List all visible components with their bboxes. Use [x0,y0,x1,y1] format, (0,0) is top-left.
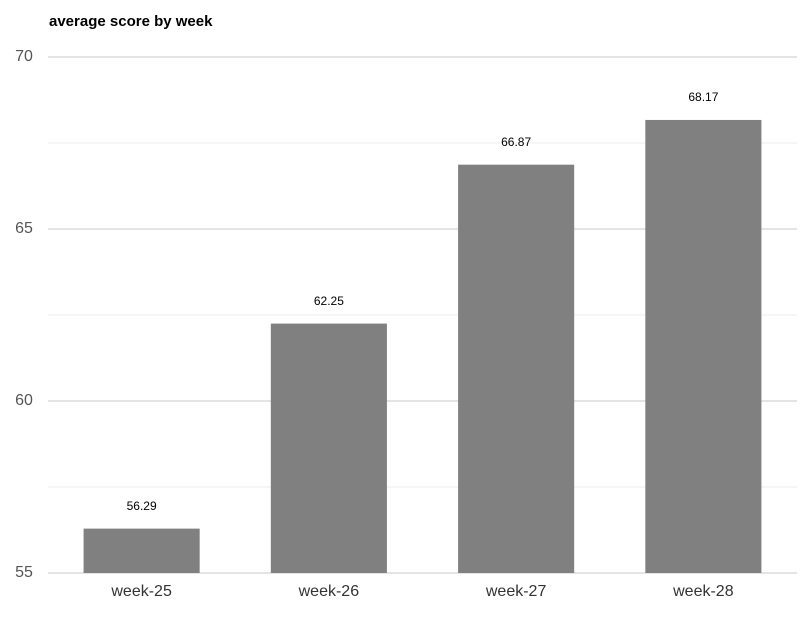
y-tick-label: 65 [15,220,33,237]
chart-title: average score by week [49,13,213,30]
bar [458,164,575,573]
y-tick-label: 70 [15,48,33,65]
y-tick-label: 55 [15,564,33,581]
value-label: 56.29 [127,499,157,513]
bar [83,528,200,573]
bar [645,119,762,574]
x-tick-label: week-26 [298,583,360,600]
x-tick-label: week-28 [672,583,734,600]
y-tick-label: 60 [15,392,33,409]
value-label: 66.87 [501,135,531,149]
value-label: 62.25 [314,294,344,308]
x-tick-label: week-27 [485,583,547,600]
bar [270,323,387,573]
value-label: 68.17 [688,90,718,104]
x-tick-label: week-25 [110,583,172,600]
